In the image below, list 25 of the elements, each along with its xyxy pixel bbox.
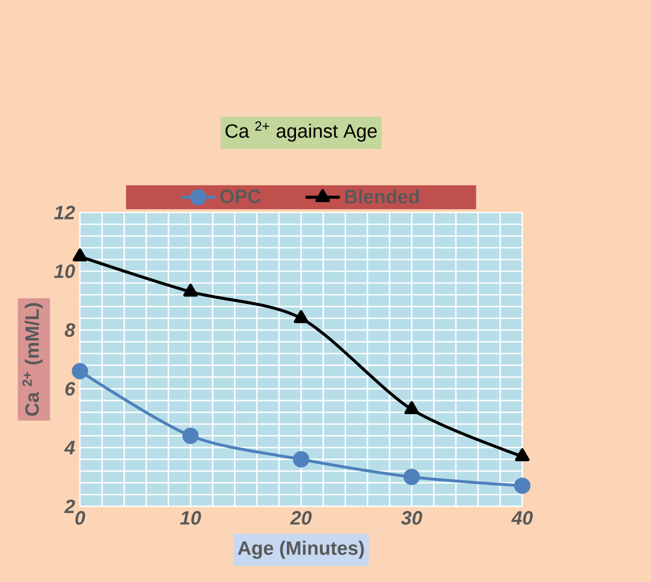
y-tick-label: 2 [64,499,76,513]
chart-title: Ca $^{2+}$ against Age [226,121,377,142]
y-tick-label: 8 [64,322,76,337]
y-tick-label: 6 [65,382,76,396]
y-tick-label: 10 [54,264,76,278]
legend-label: OPC [220,189,261,203]
point [514,477,530,494]
x-tick-label: 30 [401,510,422,524]
x-tick-label: 20 [290,510,312,524]
point [72,362,88,380]
y-axis-title: Ca $^{2+}$ (mM/L) [22,302,43,416]
y-tick-label: 4 [64,440,75,454]
point [292,450,310,468]
x-axis-title: Age (Minutes) [238,540,364,559]
y-tick-label: 12 [54,206,76,219]
point [72,248,88,262]
point [404,468,420,485]
point [294,310,308,323]
point [182,427,199,444]
point [183,283,198,296]
x-tick-label: 0 [75,510,86,524]
x-tick-label: 40 [511,510,533,524]
x-tick-label: 10 [180,510,202,524]
point [404,400,419,414]
legend-label: Blended [345,189,419,204]
